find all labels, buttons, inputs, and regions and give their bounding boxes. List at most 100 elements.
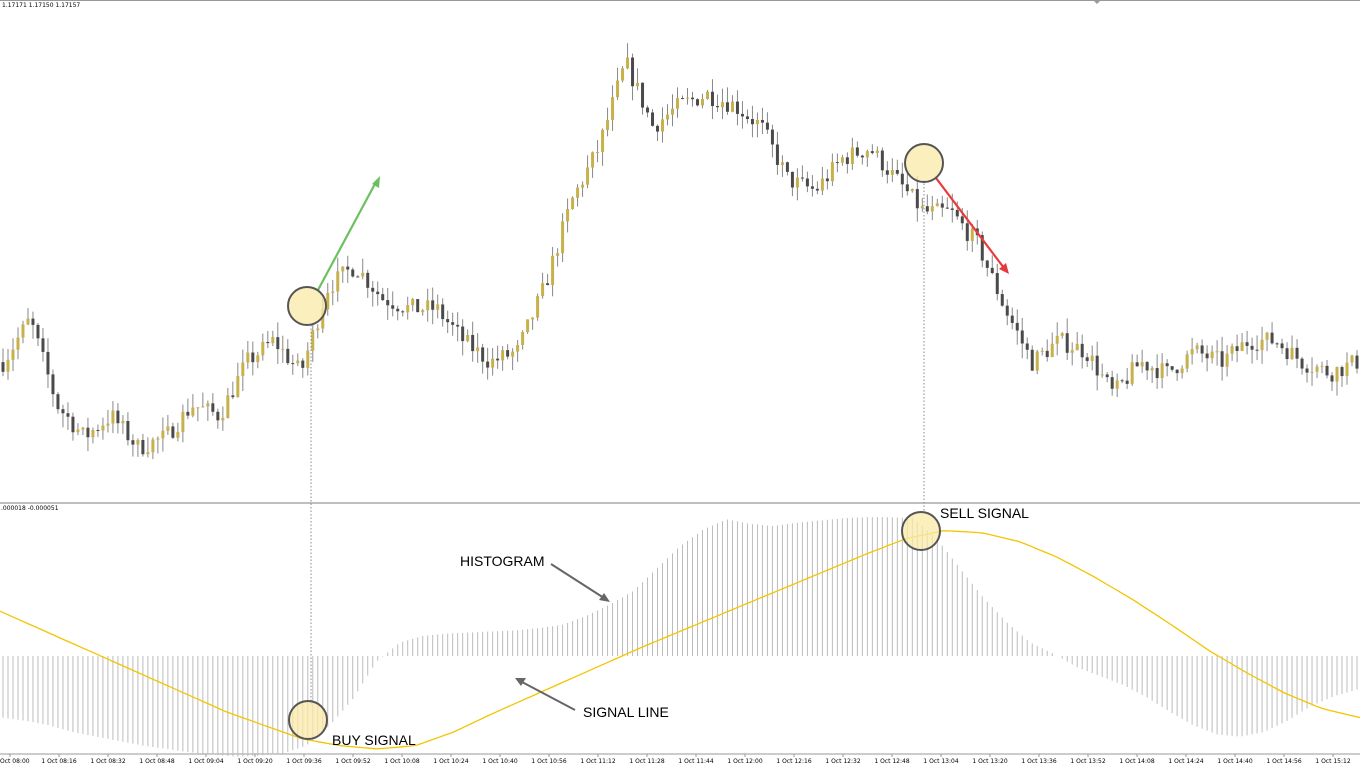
signal-line-pointer-arrow xyxy=(521,681,576,711)
candle-body xyxy=(1105,374,1109,378)
signal-line-pointer-head xyxy=(515,678,526,686)
candle-body xyxy=(1285,348,1289,360)
candle-body xyxy=(596,152,600,154)
candle-body xyxy=(1350,355,1354,363)
candle-body xyxy=(1255,349,1259,351)
candle-body xyxy=(900,173,904,185)
candle-body xyxy=(661,119,665,132)
candle-body xyxy=(156,438,160,440)
candle-body xyxy=(695,99,699,106)
candle-body xyxy=(1000,294,1004,306)
candle-body xyxy=(710,91,714,107)
candle-body xyxy=(1290,347,1294,360)
time-tick-label: 1 Oct 15:12 xyxy=(1315,758,1350,765)
candle-body xyxy=(715,106,719,108)
candle-body xyxy=(541,283,545,297)
candle-body xyxy=(86,427,90,438)
candle-body xyxy=(965,223,969,241)
time-tick-label: 1 Oct 11:28 xyxy=(629,758,664,765)
buy-signal-circle-price xyxy=(287,286,327,326)
candle-body xyxy=(1355,355,1359,369)
candle-body xyxy=(586,167,590,185)
candle-body xyxy=(241,362,245,377)
candle-body xyxy=(46,351,50,375)
candle-body xyxy=(1265,332,1269,340)
candle-body xyxy=(216,411,220,421)
candle-body xyxy=(456,324,460,327)
candle-body xyxy=(56,394,60,410)
candle-body xyxy=(810,186,814,189)
candle-body xyxy=(381,294,385,301)
candle-body xyxy=(765,122,769,130)
candle-body xyxy=(316,328,320,331)
candle-body xyxy=(870,151,874,154)
candle-body xyxy=(1155,368,1159,379)
candle-body xyxy=(1090,355,1094,361)
candle-body xyxy=(96,429,100,431)
candle-body xyxy=(1120,380,1124,382)
candle-body xyxy=(376,291,380,295)
candle-body xyxy=(945,207,949,209)
candle-body xyxy=(331,291,335,293)
candle-body xyxy=(1110,377,1114,389)
candle-body xyxy=(116,410,120,424)
candle-body xyxy=(1245,342,1249,346)
candle-body xyxy=(855,147,859,156)
time-tick-label: 1 Oct 10:08 xyxy=(384,758,419,765)
candle-body xyxy=(616,80,620,98)
candle-body xyxy=(910,189,914,192)
candle-body xyxy=(1150,368,1154,371)
candle-body xyxy=(995,273,999,295)
candle-body xyxy=(361,272,365,277)
candle-body xyxy=(890,170,894,175)
candle-body xyxy=(6,359,10,372)
candle-body xyxy=(1315,366,1319,372)
time-tick-label: 1 Oct 13:52 xyxy=(1070,758,1105,765)
time-tick-label: 1 Oct 09:52 xyxy=(335,758,370,765)
candle-body xyxy=(895,170,899,174)
candle-body xyxy=(481,347,485,362)
candle-body xyxy=(26,318,30,325)
candle-body xyxy=(725,102,729,112)
candle-body xyxy=(471,334,475,352)
candle-body xyxy=(366,272,370,288)
candle-body xyxy=(466,334,470,342)
candle-body xyxy=(755,119,759,125)
candle-body xyxy=(496,358,500,361)
candle-body xyxy=(671,108,675,115)
candle-body xyxy=(76,429,80,433)
time-tick-label: 1 Oct 13:04 xyxy=(923,758,958,765)
buy-arrow-head xyxy=(372,176,380,188)
candle-body xyxy=(561,221,565,254)
candle-body xyxy=(1040,350,1044,352)
candle-body xyxy=(161,430,165,439)
candle-body xyxy=(186,411,190,416)
candle-body xyxy=(1170,366,1174,370)
candle-body xyxy=(271,337,275,344)
candle-body xyxy=(1050,343,1054,358)
candle-body xyxy=(611,97,615,121)
candle-body xyxy=(1005,305,1009,316)
histogram-series xyxy=(2,517,1358,757)
candle-body xyxy=(306,350,310,368)
candle-body xyxy=(775,144,779,165)
candle-body xyxy=(621,68,625,81)
candle-body xyxy=(1180,368,1184,374)
time-axis: Oct 08:00 1 Oct 08:16 1 Oct 08:32 1 Oct 08:… xyxy=(0,754,1351,765)
candle-body xyxy=(1175,369,1179,374)
candle-body xyxy=(700,98,704,106)
candle-body xyxy=(16,337,20,350)
candle-body xyxy=(501,350,505,361)
buy-signal-circle-indicator xyxy=(288,700,328,740)
candle-body xyxy=(556,253,560,256)
candle-body xyxy=(581,184,585,188)
time-tick-label: 1 Oct 12:16 xyxy=(776,758,811,765)
candle-body xyxy=(336,271,340,292)
candle-body xyxy=(1310,371,1314,373)
candle-body xyxy=(441,304,445,320)
candle-body xyxy=(526,319,530,333)
candle-body xyxy=(1215,351,1219,353)
candle-body xyxy=(1055,335,1059,344)
buy-arrow xyxy=(317,181,377,291)
